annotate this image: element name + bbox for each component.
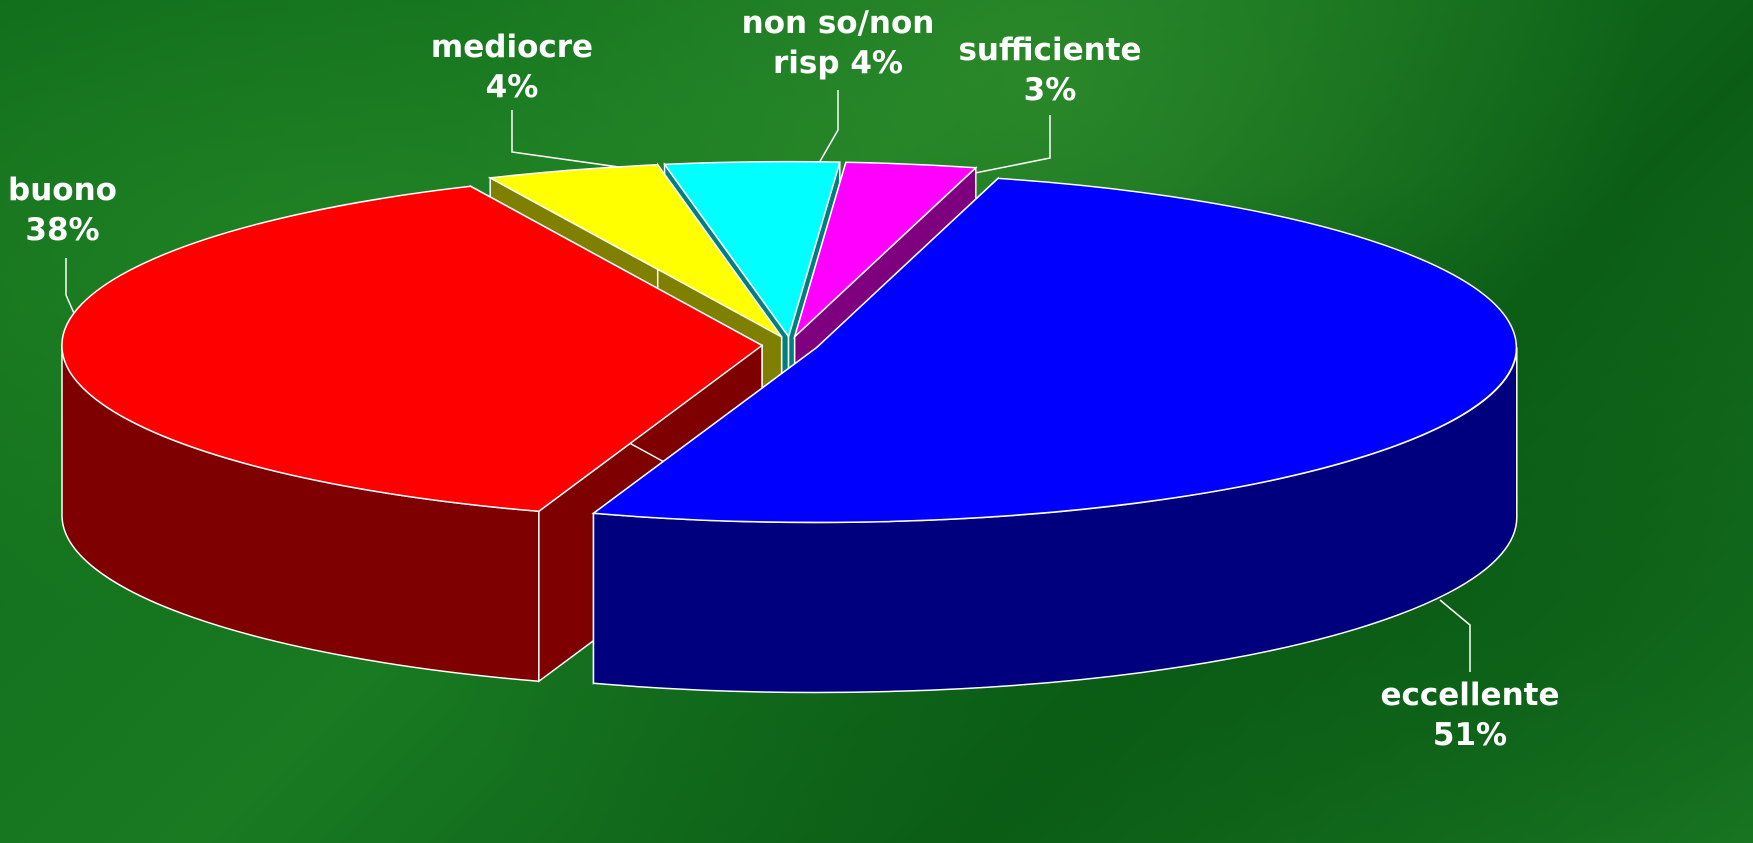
- page: eccellente 51% buono 38% mediocre 4% non…: [0, 0, 1753, 843]
- value-label: 4%: [486, 69, 539, 105]
- value-label: 3%: [1024, 72, 1077, 108]
- data-label: sufficiente 3%: [945, 30, 1155, 110]
- leader-line: [815, 90, 838, 170]
- category-label: non so/non risp: [742, 5, 935, 81]
- category-label: mediocre: [431, 29, 593, 65]
- data-label: buono 38%: [0, 170, 125, 250]
- data-label: non so/non risp 4%: [728, 3, 948, 83]
- value-label: 38%: [25, 212, 99, 248]
- data-label: eccellente 51%: [1370, 675, 1570, 755]
- value-label: 4%: [850, 45, 903, 81]
- category-label: sufficiente: [958, 32, 1141, 68]
- category-label: eccellente: [1381, 677, 1560, 713]
- pie: [62, 162, 1517, 693]
- value-label: 51%: [1433, 717, 1507, 753]
- leader-line: [1440, 600, 1470, 672]
- data-label: mediocre 4%: [422, 27, 602, 107]
- category-label: buono: [8, 172, 117, 208]
- leader-line: [512, 110, 640, 170]
